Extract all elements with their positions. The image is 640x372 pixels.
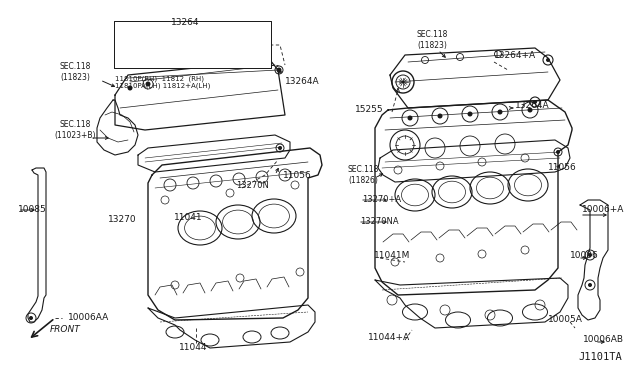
Text: SEC.118
(11023+B): SEC.118 (11023+B) — [54, 120, 96, 140]
Ellipse shape — [271, 327, 289, 339]
Text: 13270NA: 13270NA — [360, 218, 399, 227]
Circle shape — [533, 100, 537, 104]
Text: 13270N: 13270N — [236, 180, 269, 189]
Text: 11041: 11041 — [173, 214, 202, 222]
Circle shape — [497, 109, 502, 115]
Text: 13264A: 13264A — [285, 77, 319, 87]
Text: 10085: 10085 — [18, 205, 47, 215]
Text: 10006: 10006 — [570, 250, 599, 260]
Text: 13270+A: 13270+A — [362, 196, 401, 205]
Text: SEC.118
(11823): SEC.118 (11823) — [416, 30, 448, 50]
Text: 13270: 13270 — [108, 215, 136, 224]
Ellipse shape — [166, 326, 184, 338]
Text: 15255: 15255 — [355, 106, 383, 115]
Circle shape — [145, 81, 150, 87]
Ellipse shape — [243, 331, 261, 343]
Circle shape — [467, 112, 472, 116]
Text: 10006AB: 10006AB — [583, 336, 624, 344]
Circle shape — [588, 253, 592, 257]
Circle shape — [29, 316, 33, 320]
Ellipse shape — [522, 304, 547, 320]
Circle shape — [127, 86, 132, 90]
Text: FRONT: FRONT — [50, 326, 81, 334]
Ellipse shape — [445, 312, 470, 328]
Circle shape — [438, 113, 442, 119]
Circle shape — [278, 146, 282, 150]
FancyBboxPatch shape — [114, 21, 271, 68]
Text: 11044+A: 11044+A — [368, 334, 410, 343]
Text: 10006+A: 10006+A — [582, 205, 625, 215]
Circle shape — [556, 150, 560, 154]
Text: 11810P(RH)  11812  (RH)
11810PA(LH) 11812+A(LH): 11810P(RH) 11812 (RH) 11810PA(LH) 11812+… — [115, 75, 211, 89]
Text: 11056: 11056 — [548, 164, 577, 173]
Text: 11041M: 11041M — [374, 250, 410, 260]
Text: 11044: 11044 — [179, 343, 207, 353]
Text: SEC.118
(11823): SEC.118 (11823) — [60, 62, 91, 82]
Ellipse shape — [201, 334, 219, 346]
Text: 10006AA: 10006AA — [68, 314, 109, 323]
Text: J1101TA: J1101TA — [578, 352, 622, 362]
Circle shape — [276, 67, 282, 73]
Text: 13264A: 13264A — [515, 100, 550, 109]
Ellipse shape — [488, 310, 513, 326]
Circle shape — [546, 58, 550, 62]
Text: 11056: 11056 — [283, 170, 312, 180]
Text: 13264: 13264 — [171, 18, 199, 27]
Circle shape — [408, 115, 413, 121]
Text: SEC.118
(11826): SEC.118 (11826) — [348, 165, 379, 185]
Ellipse shape — [403, 304, 428, 320]
Circle shape — [527, 108, 532, 112]
Text: 10005A: 10005A — [548, 315, 583, 324]
Circle shape — [588, 283, 592, 287]
FancyBboxPatch shape — [114, 21, 271, 68]
Text: 13264+A: 13264+A — [494, 51, 536, 61]
